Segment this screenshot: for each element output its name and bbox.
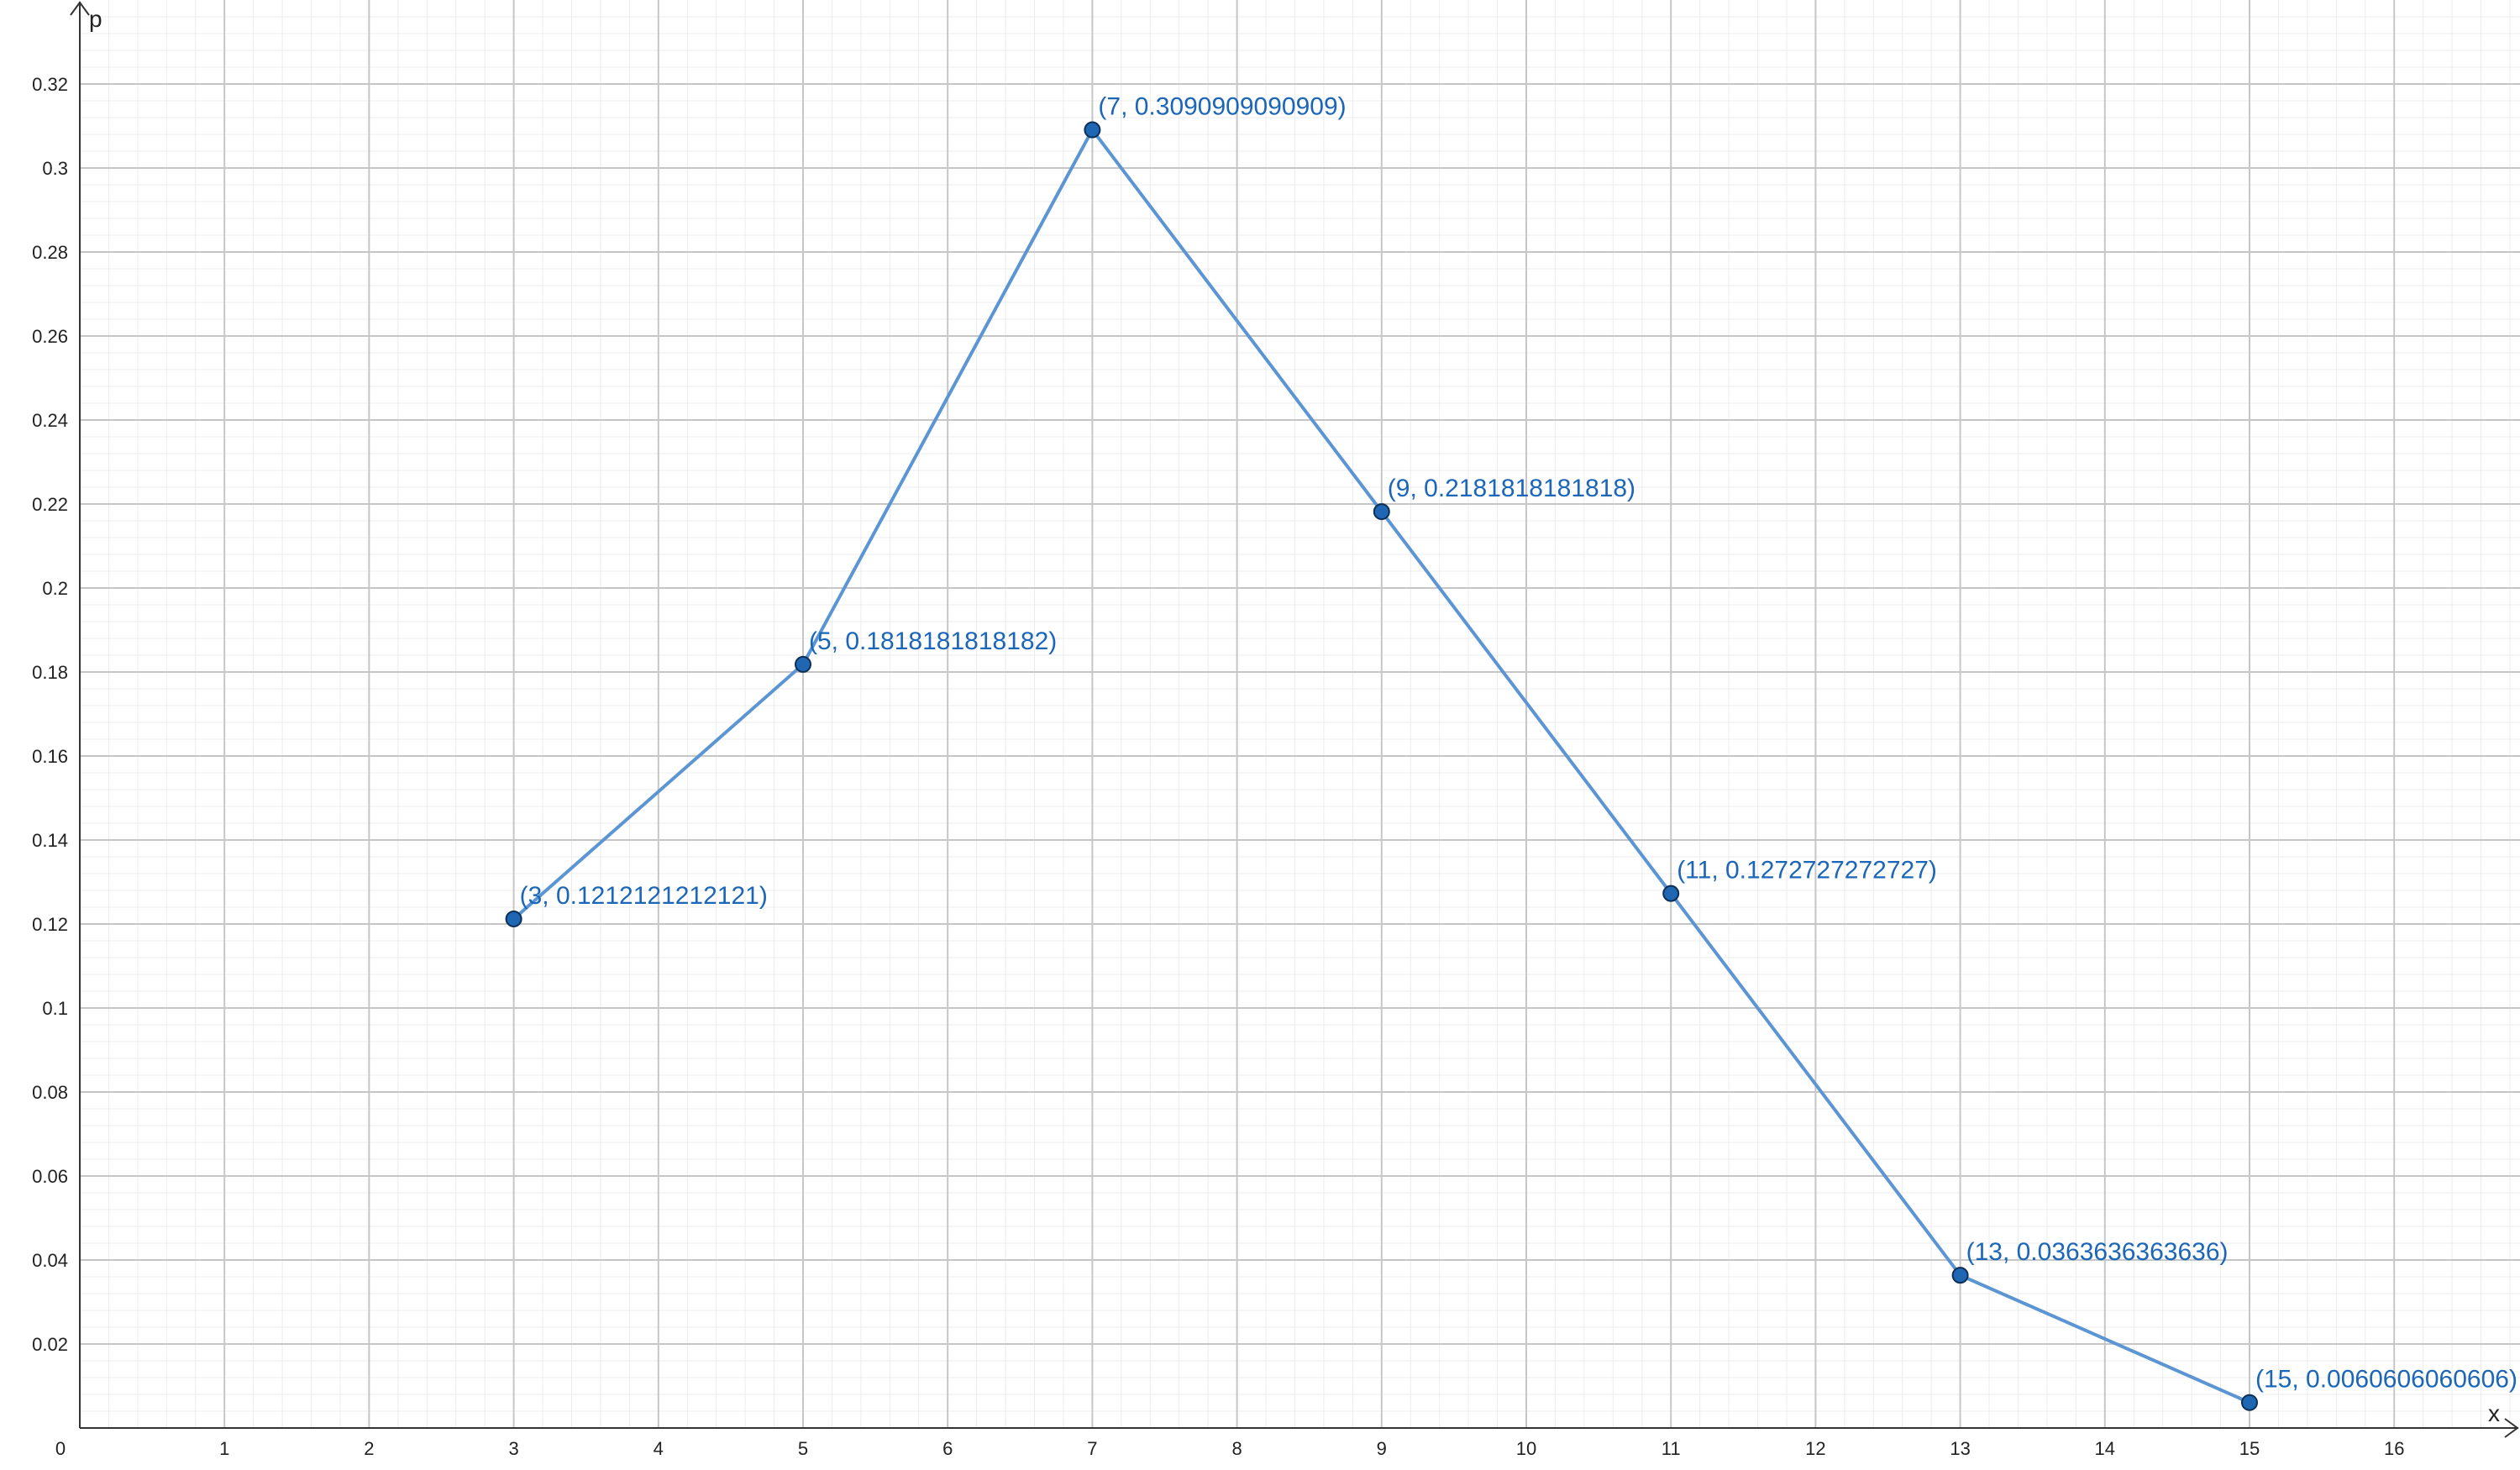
data-point-label: (9, 0.2181818181818) (1388, 475, 1635, 502)
x-tick-label: 11 (1662, 1438, 1681, 1459)
data-point-label: (5, 0.1818181818182) (809, 627, 1057, 655)
x-tick-label: 5 (798, 1438, 808, 1459)
x-tick-label: 4 (654, 1438, 664, 1459)
data-point-label: (3, 0.1212121212121) (520, 882, 768, 910)
tick-labels: 1 2 3 4 5 6 7 8 9 10 11 12 13 14 15 160.020.040.060.080… (32, 74, 2404, 1459)
x-tick-label: 16 (2384, 1438, 2404, 1459)
data-point (2241, 1394, 2258, 1411)
data-point (505, 910, 522, 927)
x-tick-label: 13 (1950, 1438, 1970, 1459)
y-tick-label: 0.04 (32, 1250, 68, 1271)
y-tick-label: 0.16 (32, 746, 68, 767)
y-tick-label: 0.08 (32, 1082, 68, 1103)
x-tick-label: 15 (2239, 1438, 2260, 1459)
data-labels: (3, 0.1212121212121) (5, 0.1818181818182)… (520, 93, 2517, 1394)
y-tick-label: 0.12 (32, 914, 68, 935)
x-tick-label: 8 (1231, 1438, 1242, 1459)
y-tick-label: 0.02 (32, 1334, 68, 1355)
x-tick-label: 9 (1377, 1438, 1387, 1459)
y-tick-label: 0.18 (32, 662, 68, 683)
data-point (1951, 1267, 1969, 1284)
y-tick-label: 0.26 (32, 326, 68, 347)
y-axis-arrow-icon (70, 1, 90, 16)
x-tick-label: 1 (219, 1438, 229, 1459)
y-tick-label: 0.22 (32, 494, 68, 515)
y-tick-label: 0.06 (32, 1166, 68, 1187)
data-point (795, 655, 811, 673)
y-tick-label: 0.14 (32, 830, 68, 851)
x-tick-label: 3 (508, 1438, 518, 1459)
x-tick-label: 14 (2095, 1438, 2115, 1459)
origin-tick-label: 0 (55, 1438, 66, 1459)
y-tick-label: 0.32 (32, 74, 68, 95)
data-point-label: (11, 0.1272727272727) (1677, 857, 1937, 885)
x-tick-label: 6 (942, 1438, 953, 1459)
y-tick-label: 0.24 (32, 410, 68, 431)
axes: x p 0 (55, 1, 2519, 1459)
x-tick-label: 10 (1516, 1438, 1536, 1459)
x-axis-arrow-icon (2504, 1418, 2519, 1438)
y-tick-label: 0.3 (42, 158, 68, 179)
x-axis-label: x (2488, 1400, 2500, 1426)
data-points (505, 121, 2258, 1411)
y-axis-label: p (89, 6, 102, 32)
data-point-label: (15, 0.0060606060606) (2255, 1366, 2517, 1394)
y-tick-label: 0.2 (42, 578, 68, 599)
x-tick-label: 2 (364, 1438, 374, 1459)
x-tick-label: 7 (1087, 1438, 1097, 1459)
y-tick-label: 0.1 (42, 998, 68, 1019)
data-point (1084, 121, 1101, 139)
data-point (1662, 885, 1680, 902)
grid (80, 0, 2520, 1428)
data-point-label: (7, 0.3090909090909) (1098, 93, 1346, 121)
x-tick-label: 12 (1805, 1438, 1825, 1459)
data-point (1373, 503, 1390, 521)
data-point-label: (13, 0.0363636363636) (1966, 1238, 2229, 1266)
y-tick-label: 0.28 (32, 242, 68, 263)
